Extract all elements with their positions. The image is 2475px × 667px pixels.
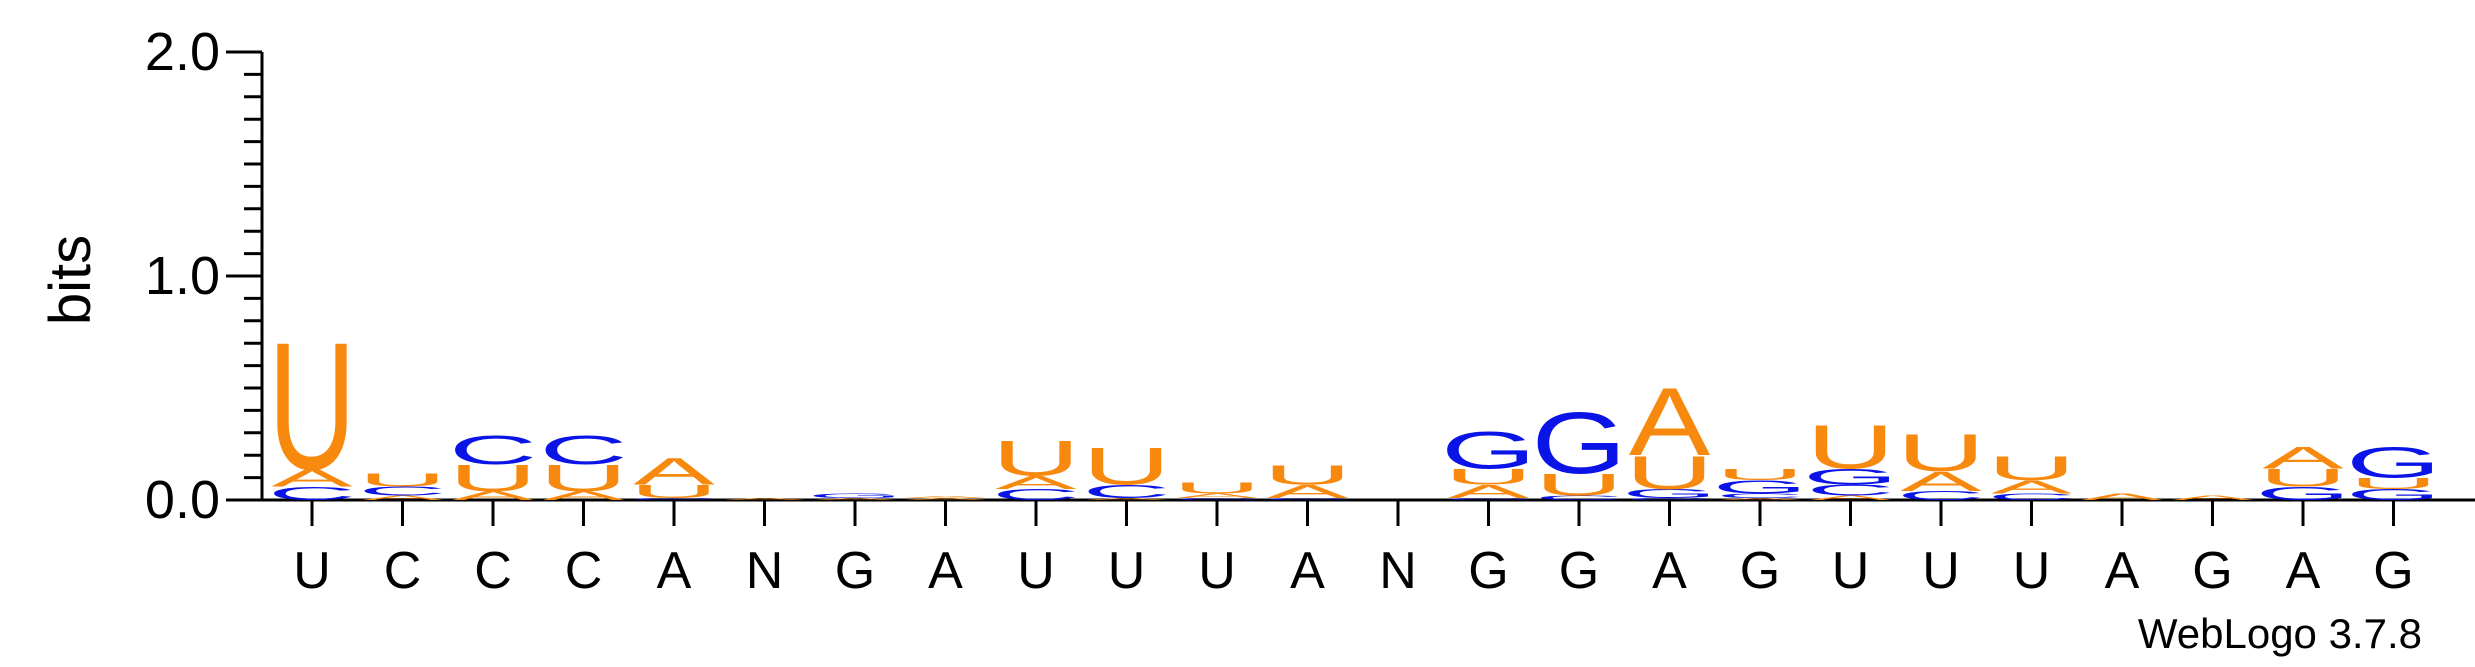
logo-letter-u: U xyxy=(1806,412,1894,482)
logo-letter-a: A xyxy=(905,495,987,498)
logo-letter-g: G xyxy=(2346,438,2441,487)
logo-letter-c: C xyxy=(539,428,627,473)
logo-letter-u: U xyxy=(1444,465,1532,489)
logo-letter-a: A xyxy=(1176,492,1258,499)
logo-letter-a: A xyxy=(2172,494,2254,501)
axes: 0.0 1.0 2.0 xyxy=(145,22,2475,530)
logo-letter-c: C xyxy=(1535,494,1623,501)
position-label: G xyxy=(1468,542,1508,600)
logo-letter-c: C xyxy=(992,486,1080,503)
logo-letter-c: C xyxy=(1625,497,1713,500)
logo-letter-a: A xyxy=(814,497,896,500)
logo-letter-a: A xyxy=(1810,494,1892,501)
logo-letter-u: U xyxy=(1897,423,1985,482)
logo-letter-u: U xyxy=(358,470,446,491)
logo-letter-g: G xyxy=(2255,483,2350,504)
position-label: U xyxy=(1922,542,1960,600)
logo-letter-u: U xyxy=(992,430,1080,486)
logo-letter-u: U xyxy=(1263,459,1351,490)
logo-letter-g: G xyxy=(807,492,902,499)
position-label: U xyxy=(1017,542,1055,600)
position-label: G xyxy=(1559,542,1599,600)
logo-letter-a: A xyxy=(995,472,1077,493)
logo-letter-a: A xyxy=(271,464,353,492)
logo-letter-g: G xyxy=(2346,486,2441,503)
y-tick-label: 0.0 xyxy=(145,470,220,530)
logo-letter-c: C xyxy=(1082,481,1170,502)
logo-letter-g: G xyxy=(1712,476,1807,497)
logo-letter-c: C xyxy=(1263,497,1351,500)
position-label: G xyxy=(1740,542,1780,600)
position-label: N xyxy=(1379,542,1417,600)
position-label: U xyxy=(1108,542,1146,600)
logo-letter-a: A xyxy=(452,489,534,503)
logo-letter-a: A xyxy=(633,451,715,493)
logo-letter-a: A xyxy=(2081,492,2163,502)
logo-letter-g: G xyxy=(1441,421,1536,480)
position-label: G xyxy=(2373,542,2413,600)
logo-letter-a: A xyxy=(543,489,625,503)
logo-letter-u: U xyxy=(1173,479,1261,496)
credit-label: WebLogo 3.7.8 xyxy=(2138,610,2422,657)
logo-letter-a: A xyxy=(1719,497,1801,500)
position-label: C xyxy=(384,542,422,600)
logo-letter-c: C xyxy=(1897,489,1985,503)
logo-letter-u: U xyxy=(1625,446,1713,499)
logo-letter-c: C xyxy=(1987,492,2075,502)
y-axis-label: bits xyxy=(38,235,103,325)
logo-letter-g: G xyxy=(1531,394,1626,492)
position-label: C xyxy=(474,542,512,600)
position-label: N xyxy=(746,542,784,600)
y-tick-label: 1.0 xyxy=(145,246,220,306)
logo-letter-a: A xyxy=(362,494,444,501)
position-label: U xyxy=(1832,542,1870,600)
logo-letter-u: U xyxy=(1535,467,1623,502)
logo-letter-u: U xyxy=(268,304,356,507)
logo-letter-u: U xyxy=(630,481,718,502)
logo-letter-c: C xyxy=(1806,482,1894,499)
position-label: A xyxy=(1290,542,1325,600)
logo-letter-a: A xyxy=(1991,476,2073,497)
logo-letter-u: U xyxy=(449,457,537,499)
position-label: C xyxy=(565,542,603,600)
logo-letter-c: C xyxy=(358,484,446,498)
logo-letter-c: C xyxy=(1444,497,1532,500)
logo-letter-c: C xyxy=(1716,492,1804,499)
logo-letter-a: A xyxy=(1900,466,1982,497)
logo-letter-a: A xyxy=(905,497,987,500)
logo-letter-a: A xyxy=(1086,497,1168,500)
logo-letter-a: A xyxy=(724,497,806,500)
logo-letter-c: C xyxy=(268,483,356,504)
position-label: A xyxy=(2286,542,2321,600)
position-label: A xyxy=(928,542,963,600)
logo-letter-c: C xyxy=(449,428,537,473)
logo-letter-u: U xyxy=(2259,464,2347,492)
position-label: A xyxy=(1652,542,1687,600)
logo-letter-a: A xyxy=(1267,481,1349,502)
logo-letter-g: G xyxy=(1622,487,1717,501)
y-tick-label: 2.0 xyxy=(145,22,220,82)
position-label: U xyxy=(293,542,331,600)
logo-letter-u: U xyxy=(1082,436,1170,495)
position-label: U xyxy=(2013,542,2051,600)
logo-letter-a: A xyxy=(1448,481,1530,502)
logo-letter-a: A xyxy=(2262,440,2344,475)
position-label: G xyxy=(835,542,875,600)
logo-letter-c: C xyxy=(1173,497,1261,500)
position-label: A xyxy=(2105,542,2140,600)
logo-letter-u: U xyxy=(1716,466,1804,483)
logo-letter-u: U xyxy=(539,457,627,499)
logo-letter-g: G xyxy=(1803,465,1898,489)
logo-letter-a: A xyxy=(1629,368,1711,476)
logo-letter-u: U xyxy=(2349,475,2437,492)
logo-letter-u: U xyxy=(1987,449,2075,487)
position-label: A xyxy=(657,542,692,600)
position-label: U xyxy=(1198,542,1236,600)
position-label: G xyxy=(2192,542,2232,600)
logo-letter-c: C xyxy=(630,497,718,500)
